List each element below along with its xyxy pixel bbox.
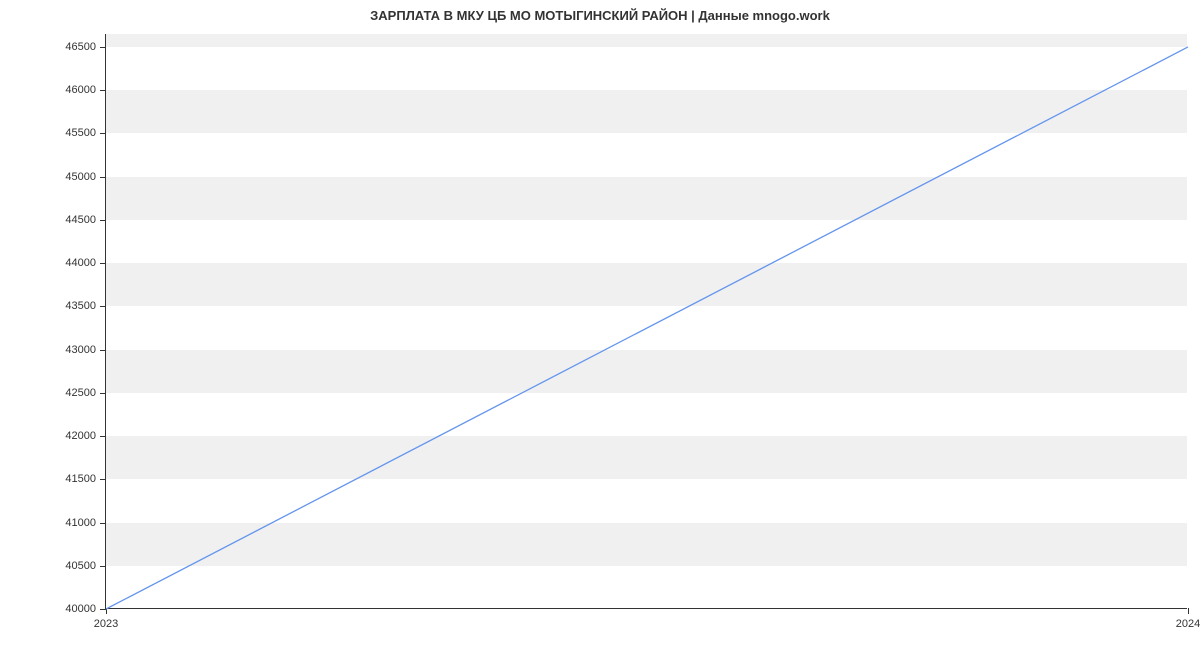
y-axis-label: 46000	[65, 84, 106, 96]
x-axis-label: 2024	[1176, 608, 1200, 630]
y-axis-label: 40500	[65, 560, 106, 572]
y-axis-label: 45500	[65, 127, 106, 139]
y-axis-label: 45000	[65, 171, 106, 183]
y-axis-label: 41500	[65, 473, 106, 485]
x-axis-label: 2023	[94, 608, 118, 630]
y-axis-label: 44000	[65, 257, 106, 269]
y-axis-label: 43500	[65, 300, 106, 312]
y-axis-label: 41000	[65, 517, 106, 529]
y-axis-label: 43000	[65, 344, 106, 356]
chart-title: ЗАРПЛАТА В МКУ ЦБ МО МОТЫГИНСКИЙ РАЙОН |…	[0, 0, 1200, 27]
y-axis-label: 46500	[65, 41, 106, 53]
plot-area: 4000040500410004150042000425004300043500…	[105, 34, 1187, 609]
y-axis-label: 42000	[65, 430, 106, 442]
line-layer	[106, 34, 1188, 609]
y-axis-label: 42500	[65, 387, 106, 399]
data-line	[106, 47, 1188, 609]
y-axis-label: 44500	[65, 214, 106, 226]
chart-area: 4000040500410004150042000425004300043500…	[105, 34, 1187, 609]
